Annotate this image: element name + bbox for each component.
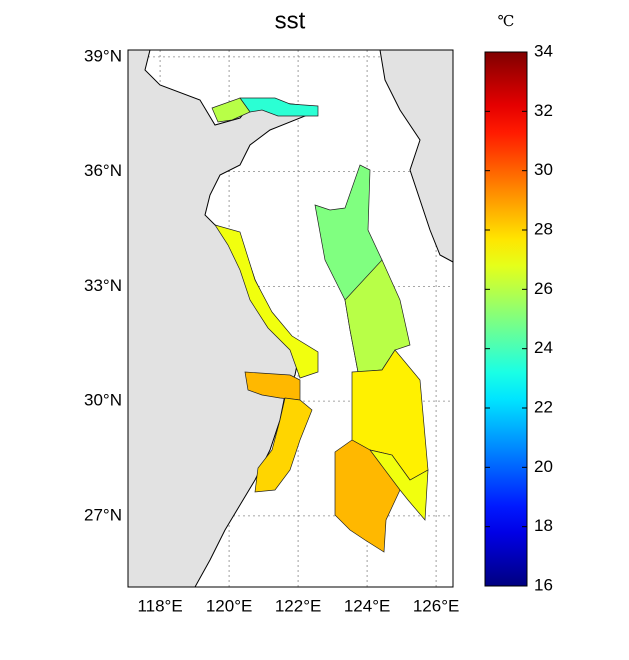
x-tick-label: 126°E (413, 596, 460, 615)
colorbar-tick-label: 28 (534, 219, 553, 238)
colorbar-tick-label: 18 (534, 516, 553, 535)
colorbar-tick-label: 24 (534, 338, 553, 357)
x-tick-label: 122°E (275, 596, 322, 615)
colorbar-tick-label: 26 (534, 279, 553, 298)
sst-patch (211, 97, 251, 123)
colorbar-tick-label: 22 (534, 397, 553, 416)
x-tick-label: 118°E (137, 596, 182, 615)
sst-field (211, 97, 429, 553)
y-tick-label: 33°N (84, 276, 122, 295)
title: sst (275, 7, 306, 34)
colorbar-tick-label: 20 (534, 457, 553, 476)
colorbar-tick-label: 16 (534, 575, 553, 594)
y-tick-label: 27°N (84, 505, 122, 524)
colorbar-tick-label: 30 (534, 160, 553, 179)
colorbar-tick-label: 32 (534, 101, 553, 120)
sst-patch (214, 224, 319, 379)
sst-patch (369, 449, 429, 521)
x-tick-label: 120°E (206, 596, 253, 615)
sst-patch (254, 397, 313, 493)
sst-patch (239, 97, 319, 117)
x-tick-label: 124°E (344, 596, 391, 615)
colorbar-unit: ℃ (498, 12, 515, 30)
y-tick-label: 30°N (84, 391, 122, 410)
y-tick-label: 36°N (84, 161, 122, 180)
map-frame (127, 49, 454, 588)
colorbar (484, 51, 528, 587)
colorbar-tick-label: 34 (534, 41, 553, 60)
y-tick-label: 39°N (84, 46, 122, 65)
